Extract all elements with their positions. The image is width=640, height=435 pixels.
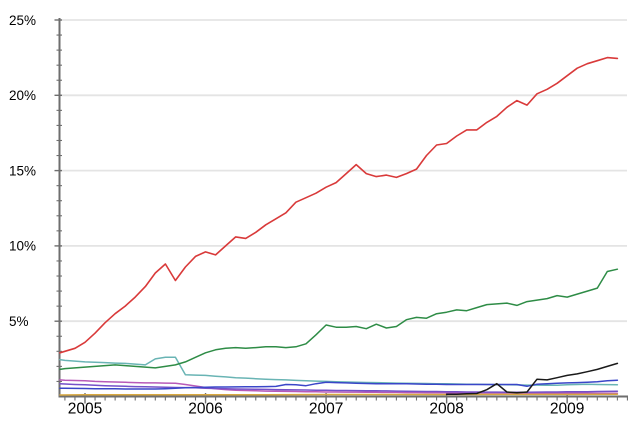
y-axis-tick-label: 15% bbox=[9, 163, 36, 178]
x-axis-year-label: 2005 bbox=[68, 401, 102, 418]
blue-line bbox=[59, 379, 619, 390]
y-axis-tick-label: 5% bbox=[9, 314, 29, 329]
green-line bbox=[59, 268, 619, 371]
x-axis-year-label: 2008 bbox=[429, 401, 463, 418]
teal-line bbox=[59, 356, 619, 386]
x-axis-year-label: 2009 bbox=[550, 401, 584, 418]
y-axis-tick-label: 10% bbox=[9, 239, 36, 254]
black-line bbox=[445, 362, 619, 395]
red-line bbox=[59, 56, 619, 354]
x-axis-year-label: 2006 bbox=[188, 401, 222, 418]
magenta-line bbox=[59, 379, 619, 395]
x-axis-year-label: 2007 bbox=[309, 401, 343, 418]
orange-line bbox=[59, 393, 619, 396]
y-axis-tick-label: 25% bbox=[9, 13, 36, 28]
y-axis-tick-label: 20% bbox=[9, 88, 36, 103]
